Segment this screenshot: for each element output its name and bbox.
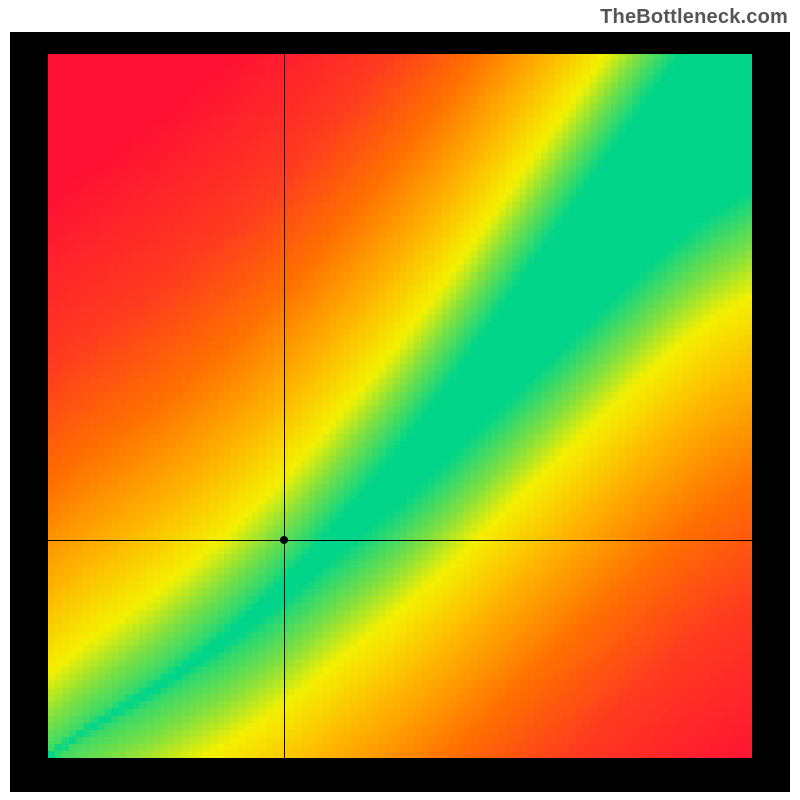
bottleneck-heatmap — [48, 54, 752, 758]
plot-area — [48, 54, 752, 758]
figure-container: TheBottleneck.com — [0, 0, 800, 800]
crosshair-dot — [280, 536, 288, 544]
watermark-text: TheBottleneck.com — [600, 6, 788, 29]
crosshair-vertical — [284, 54, 285, 758]
crosshair-horizontal — [48, 540, 752, 541]
